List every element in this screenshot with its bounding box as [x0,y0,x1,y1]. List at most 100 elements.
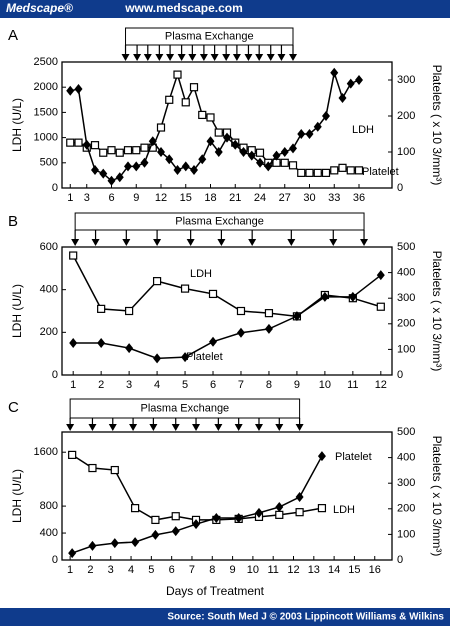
y2-tick-label: 200 [397,318,415,330]
platelet-marker [348,291,357,302]
series-line [70,72,359,174]
platelet-marker [338,93,347,103]
ldh-marker [107,146,116,155]
exchange-arrow-head [149,424,158,431]
platelet-marker [317,451,326,462]
x-tick-label: 5 [148,564,154,576]
ldh-marker [236,306,246,316]
platelet-marker [148,136,157,147]
platelet-marker [165,154,174,165]
platelet-marker [322,111,330,121]
ldh-marker [140,143,149,152]
exchange-arrow-head [71,239,80,246]
platelet-marker [131,537,140,548]
y-tick-label: 1500 [34,106,58,118]
platelet-marker [82,139,91,150]
exchange-arrow-head [277,54,286,61]
ldh-marker [313,168,322,177]
ldh-marker [156,123,166,132]
platelet-marker [247,150,256,161]
y2-tick-label: 200 [397,110,415,122]
ldh-marker [181,98,190,107]
exchange-arrow-head [199,54,208,61]
ldh-marker [338,163,347,172]
header-bar [0,0,450,18]
x-axis-label: Days of Treatment [166,584,265,598]
y-tick-label: 400 [40,284,58,296]
ldh-marker [376,302,385,311]
series-line [71,455,323,554]
x-tick-label: 8 [209,564,215,576]
exchange-label: Plasma Exchange [141,402,230,414]
x-tick-label: 5 [182,379,188,391]
y-tick-label: 400 [40,527,58,539]
platelet-marker [214,147,223,157]
exchange-arrow-head [121,54,130,61]
x-tick-label: 3 [126,379,132,391]
platelet-marker [295,492,304,503]
logo: Medscape® [6,1,73,15]
series-label: LDH [352,124,374,136]
platelet-marker [297,129,306,139]
y2-tick-label: 400 [397,267,415,279]
exchange-arrow-head [122,239,131,246]
x-tick-label: 21 [229,192,241,204]
x-tick-label: 13 [308,564,320,576]
x-tick-label: 6 [108,192,114,204]
ldh-marker [288,161,298,170]
y-tick-label: 200 [40,326,58,338]
y2-tick-label: 0 [397,554,403,566]
y2-tick-label: 300 [397,292,415,304]
ldh-marker [208,289,218,299]
platelet-marker [206,136,215,147]
ldh-marker [189,83,199,92]
ldh-marker [330,166,339,175]
x-tick-label: 4 [128,564,134,576]
exchange-arrow-head [133,54,142,61]
y-tick-label: 2000 [34,81,58,93]
platelet-marker [275,502,284,513]
exchange-box [125,27,294,46]
ldh-marker [354,166,364,175]
y2-tick-label: 0 [397,182,403,194]
platelet-marker [74,84,83,94]
platelet-marker [97,338,106,348]
platelet-marker [212,513,221,524]
exchange-arrow-head [129,424,138,431]
ldh-marker [110,465,119,475]
panel-letter: A [8,27,18,44]
platelet-marker [115,172,124,183]
ldh-marker [132,146,141,155]
platelet-marker [91,165,99,175]
platelet-marker [355,75,363,85]
ldh-marker [206,113,215,122]
x-tick-label: 12 [287,564,299,576]
platelet-marker [330,67,339,78]
exchange-arrow-head [143,54,152,61]
ldh-marker [198,110,207,120]
exchange-arrow-head [275,424,284,431]
exchange-arrow-head [248,239,257,246]
ldh-marker [295,508,304,517]
exchange-arrow-head [188,54,197,61]
y2-tick-label: 400 [397,452,415,464]
platelet-marker [107,175,116,186]
y-tick-label: 0 [52,554,58,566]
exchange-arrow-head [166,54,175,61]
ldh-marker [180,284,190,293]
x-tick-label: 2 [98,379,104,391]
exchange-arrow-head [254,424,263,431]
y2-axis-label: Platelets ( x 10 3/mm³) [430,251,444,372]
platelet-marker [289,143,297,154]
y-tick-label: 600 [40,241,58,253]
platelet-marker [236,327,245,338]
source: Source: South Med J © 2003 Lippincott Wi… [167,612,444,623]
plot-frame [61,431,393,561]
platelet-marker [157,147,165,157]
platelet-marker [234,513,243,524]
panel-letter: B [8,213,18,230]
exchange-box [69,398,301,419]
exchange-arrow-head [210,54,219,61]
y-tick-label: 1600 [34,446,58,458]
platelet-marker [66,85,75,96]
